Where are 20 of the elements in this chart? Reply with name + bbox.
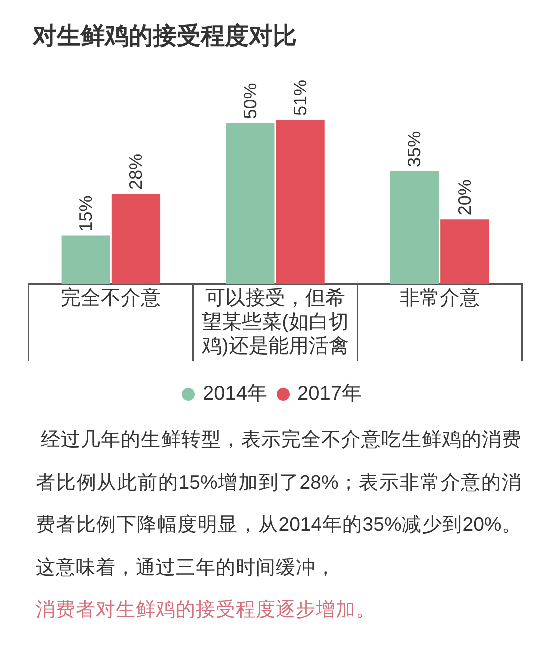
bar xyxy=(226,123,275,284)
bar xyxy=(276,120,325,284)
bar xyxy=(62,236,110,284)
legend-label: 2017年 xyxy=(298,382,362,407)
text: 消费者对生鲜鸡的接受程度逐步增加。 xyxy=(36,599,376,621)
data-label: 35% xyxy=(404,131,425,168)
chart-title: 对生鲜鸡的接受程度对比 xyxy=(33,22,297,52)
bar xyxy=(112,194,161,284)
legend-label: 2014年 xyxy=(203,382,268,407)
data-label: 20% xyxy=(454,180,475,216)
x-tick-label: 非常介意 xyxy=(400,288,480,310)
text: 经过几年的生鲜转型，表示完全不介意吃生鲜鸡的消费者比例从此前的15%增加到了28%；表示非常介意的消费者比例下降幅度明显，从2014年的35%减少到20%。这意味着，通过三年的时间缓冲， xyxy=(36,429,522,578)
data-label: 28% xyxy=(126,154,146,190)
x-tick-label: 完全不介意 xyxy=(61,286,162,310)
data-label: 51% xyxy=(290,80,311,116)
data-label: 50% xyxy=(240,83,260,120)
x-tick-label: 可以接受，但希望某些菜(如白切鸡)还是能用活禽 xyxy=(201,288,349,358)
bar xyxy=(440,220,490,284)
data-label: 15% xyxy=(76,196,96,232)
bar xyxy=(390,171,440,284)
